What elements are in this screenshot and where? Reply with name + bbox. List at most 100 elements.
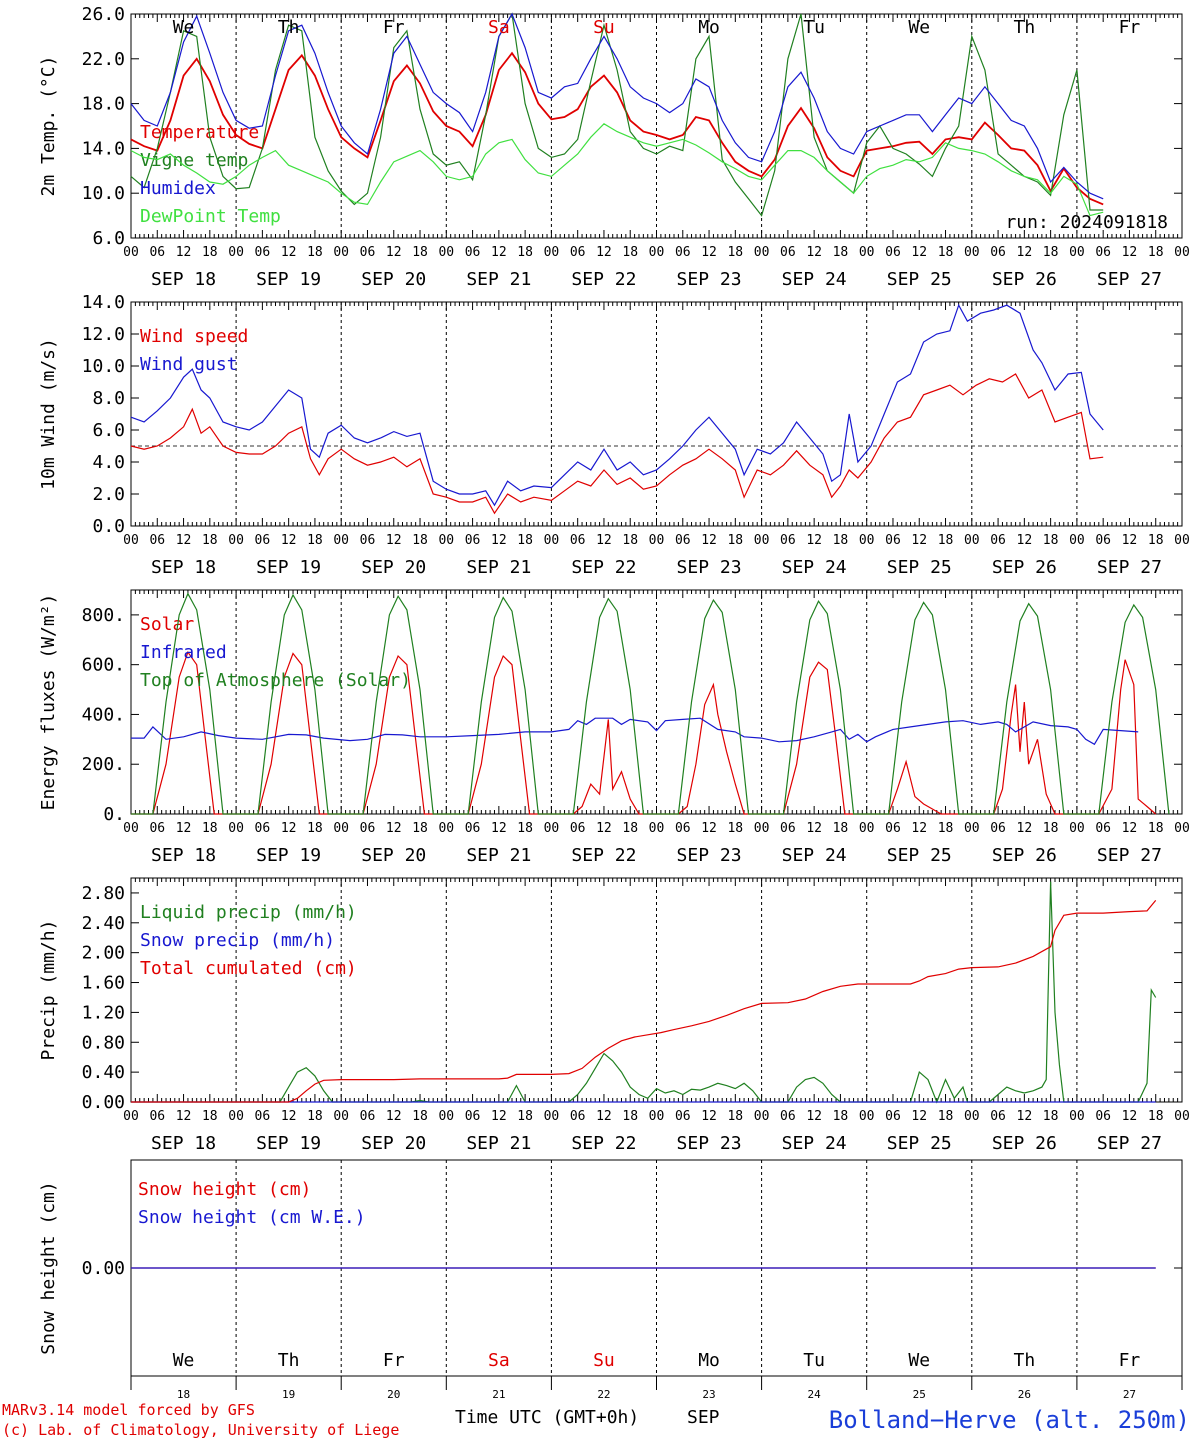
date-label: SEP 23	[677, 557, 742, 578]
hour-label: 12	[701, 821, 717, 836]
hour-label: 06	[149, 245, 165, 260]
hour-label: 00	[859, 245, 875, 260]
hour-label: 06	[149, 821, 165, 836]
hour-label: 18	[833, 1109, 849, 1124]
legend-entry: Wind gust	[140, 354, 238, 375]
y-tick-label: 0.00	[82, 1092, 125, 1113]
day-number: 18	[177, 1388, 190, 1401]
series-line-humidex	[130, 12, 1104, 200]
series-line-liquid-precip-mm-h-	[131, 881, 1157, 1104]
hour-label: 00	[1069, 821, 1085, 836]
hour-label: 06	[255, 1109, 271, 1124]
date-label: SEP 27	[1097, 269, 1162, 290]
date-label: SEP 20	[361, 557, 426, 578]
hour-label: 12	[596, 533, 612, 548]
y-tick-label: 14.0	[82, 292, 125, 313]
hour-label: 00	[754, 245, 770, 260]
hour-label: 00	[964, 245, 980, 260]
hour-label: 00	[1069, 533, 1085, 548]
hour-label: 18	[1148, 245, 1164, 260]
hour-label: 00	[649, 1109, 665, 1124]
hour-label: 06	[990, 1109, 1006, 1124]
weekday-label: Sa	[488, 17, 510, 38]
date-label: SEP 24	[782, 845, 847, 866]
date-label: SEP 23	[677, 845, 742, 866]
hour-label: 00	[1069, 245, 1085, 260]
hour-label: 06	[780, 821, 796, 836]
hour-label: 00	[1174, 533, 1190, 548]
hour-label: 18	[412, 1109, 428, 1124]
hour-label: 06	[149, 533, 165, 548]
hour-label: 00	[228, 245, 244, 260]
day-number: 23	[702, 1388, 715, 1401]
y-tick-label: 2.00	[82, 943, 125, 964]
hour-label: 12	[1017, 821, 1033, 836]
hour-label: 00	[544, 821, 560, 836]
hour-label: 06	[990, 533, 1006, 548]
hour-label: 12	[911, 1109, 927, 1124]
hour-label: 06	[360, 245, 376, 260]
hour-label: 00	[859, 533, 875, 548]
hour-label: 12	[1122, 245, 1138, 260]
weekday-label: We	[908, 1350, 930, 1371]
hour-label: 12	[1017, 245, 1033, 260]
day-number: 25	[913, 1388, 926, 1401]
hour-label: 18	[517, 1109, 533, 1124]
series-line-top-of-atmosphere-solar-	[131, 592, 1170, 815]
hour-label: 12	[596, 1109, 612, 1124]
date-label: SEP 21	[466, 557, 531, 578]
hour-label: 00	[228, 1109, 244, 1124]
hour-label: 18	[833, 533, 849, 548]
hour-label: 00	[754, 1109, 770, 1124]
date-label: SEP 20	[361, 1133, 426, 1154]
run-label: run: 2024091818	[1005, 212, 1168, 233]
hour-label: 12	[911, 821, 927, 836]
hour-label: 06	[675, 821, 691, 836]
footer-model: MARv3.14 model forced by GFS	[2, 1401, 255, 1419]
weekday-label: Th	[278, 1350, 300, 1371]
hour-label: 00	[333, 245, 349, 260]
hour-label: 06	[1095, 821, 1111, 836]
hour-label: 18	[307, 533, 323, 548]
hour-label: 06	[780, 1109, 796, 1124]
panel-2: 0.0 2.0 4.0 6.0 8.0 10.0 12.0 14.0 10m Wind (m/s…	[38, 292, 1190, 578]
date-label: SEP 19	[256, 845, 321, 866]
hour-label: 12	[806, 533, 822, 548]
hour-label: 12	[176, 533, 192, 548]
weekday-label: Th	[278, 17, 300, 38]
hour-label: 00	[649, 245, 665, 260]
hour-label: 06	[990, 821, 1006, 836]
series-line-vigne-temp	[130, 12, 1104, 217]
y-tick-label: 0.40	[82, 1062, 125, 1083]
hour-label: 18	[622, 245, 638, 260]
hour-label: 00	[859, 1109, 875, 1124]
hour-label: 06	[255, 533, 271, 548]
day-number: 19	[282, 1388, 295, 1401]
y-tick-label: 2.0	[92, 484, 125, 505]
hour-label: 18	[307, 245, 323, 260]
legend-entry: Top of Atmosphere (Solar)	[140, 670, 411, 691]
hour-label: 18	[202, 821, 218, 836]
date-label: SEP 24	[782, 557, 847, 578]
hour-label: 12	[1122, 821, 1138, 836]
hour-label: 18	[938, 1109, 954, 1124]
hour-label: 12	[1122, 1109, 1138, 1124]
hour-label: 12	[386, 245, 402, 260]
hour-label: 12	[1017, 1109, 1033, 1124]
hour-label: 18	[1148, 821, 1164, 836]
hour-label: 12	[1017, 533, 1033, 548]
hour-label: 06	[570, 533, 586, 548]
hour-label: 12	[491, 821, 507, 836]
hour-label: 00	[754, 533, 770, 548]
date-label: SEP 26	[992, 845, 1057, 866]
weekday-label: Fr	[1119, 17, 1141, 38]
hour-label: 18	[412, 533, 428, 548]
y-tick-label: 22.0	[82, 49, 125, 70]
station-name: Bolland−Herve (alt. 250m)	[829, 1406, 1190, 1434]
date-label: SEP 25	[887, 269, 952, 290]
y-tick-label: 0.80	[82, 1032, 125, 1053]
hour-label: 00	[438, 533, 454, 548]
hour-label: 18	[1043, 533, 1059, 548]
hour-label: 12	[386, 1109, 402, 1124]
legend-entry: Total cumulated (cm)	[140, 958, 357, 979]
